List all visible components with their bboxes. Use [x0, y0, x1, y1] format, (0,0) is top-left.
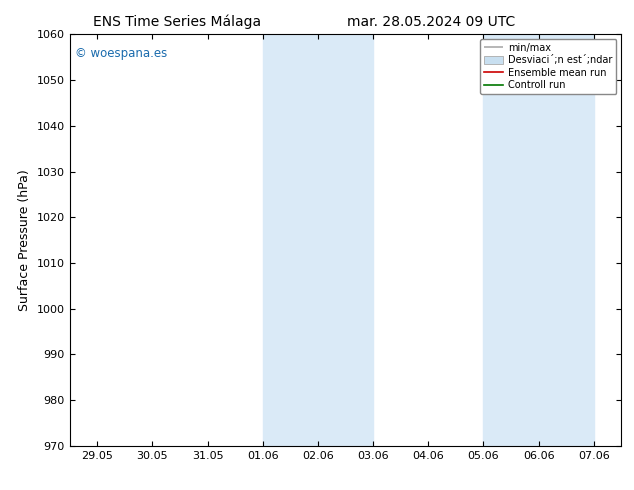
Text: ENS Time Series Málaga: ENS Time Series Málaga	[93, 15, 262, 29]
Legend: min/max, Desviaci´;n est´;ndar, Ensemble mean run, Controll run: min/max, Desviaci´;n est´;ndar, Ensemble…	[480, 39, 616, 94]
Text: © woespana.es: © woespana.es	[75, 47, 167, 60]
Bar	[483, 34, 593, 446]
Y-axis label: Surface Pressure (hPa): Surface Pressure (hPa)	[18, 169, 31, 311]
Text: mar. 28.05.2024 09 UTC: mar. 28.05.2024 09 UTC	[347, 15, 515, 29]
Bar	[262, 34, 373, 446]
